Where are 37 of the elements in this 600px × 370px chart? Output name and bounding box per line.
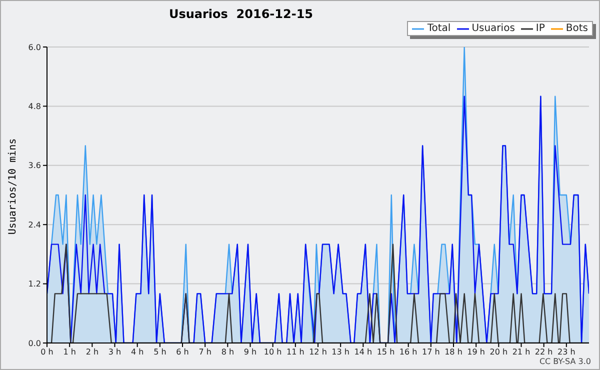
x-tick-label: 18 h bbox=[444, 348, 462, 357]
y-tick-label: 6.0 bbox=[28, 42, 41, 52]
y-tick-label: 1.2 bbox=[28, 280, 41, 289]
y-tick-label: 0.0 bbox=[28, 338, 41, 348]
x-tick-label: 17 h bbox=[422, 348, 440, 357]
y-tick-label: 4.8 bbox=[28, 102, 41, 112]
x-tick-label: 6 h bbox=[176, 348, 189, 357]
x-tick-label: 11 h bbox=[286, 348, 304, 357]
x-tick-label: 5 h bbox=[154, 348, 166, 357]
legend-label: IP bbox=[536, 22, 545, 35]
x-tick-label: 0 h bbox=[40, 348, 54, 357]
y-tick-label: 2.4 bbox=[28, 220, 41, 230]
x-tick-label: 1 h bbox=[63, 348, 76, 357]
x-tick-label: 12 h bbox=[309, 348, 327, 357]
x-tick-label: 2 h bbox=[86, 348, 99, 357]
x-tick-label: 3 h bbox=[108, 348, 122, 357]
y-tick-label: 3.6 bbox=[28, 161, 41, 170]
x-tick-label: 16 h bbox=[399, 348, 418, 357]
chart-title: Usuarios 2016-12-15 bbox=[168, 7, 314, 21]
legend-label: Total bbox=[427, 22, 451, 35]
x-tick-label: 20 h bbox=[490, 348, 508, 357]
x-tick-label: 9 h bbox=[244, 348, 257, 357]
x-tick-label: 22 h bbox=[534, 348, 553, 357]
y-axis-title: Usuarios/10 mins bbox=[8, 137, 18, 237]
x-tick-label: 8 h bbox=[221, 348, 234, 357]
x-tick-label: 13 h bbox=[332, 348, 350, 357]
x-tick-label: 4 h bbox=[130, 348, 144, 357]
x-tick-label: 10 h bbox=[264, 348, 282, 357]
legend-label: Usuarios bbox=[472, 22, 515, 35]
x-tick-label: 21 h bbox=[512, 348, 530, 357]
x-tick-label: 7 h bbox=[198, 348, 212, 357]
text: CC BY-SA 3.0 bbox=[539, 357, 591, 366]
x-tick-label: 19 h bbox=[467, 348, 485, 357]
x-tick-label: 15 h bbox=[376, 348, 395, 357]
x-tick-label: 14 h bbox=[354, 348, 372, 357]
legend-label: Bots bbox=[566, 22, 588, 35]
x-tick-label: 23 h bbox=[558, 348, 576, 357]
